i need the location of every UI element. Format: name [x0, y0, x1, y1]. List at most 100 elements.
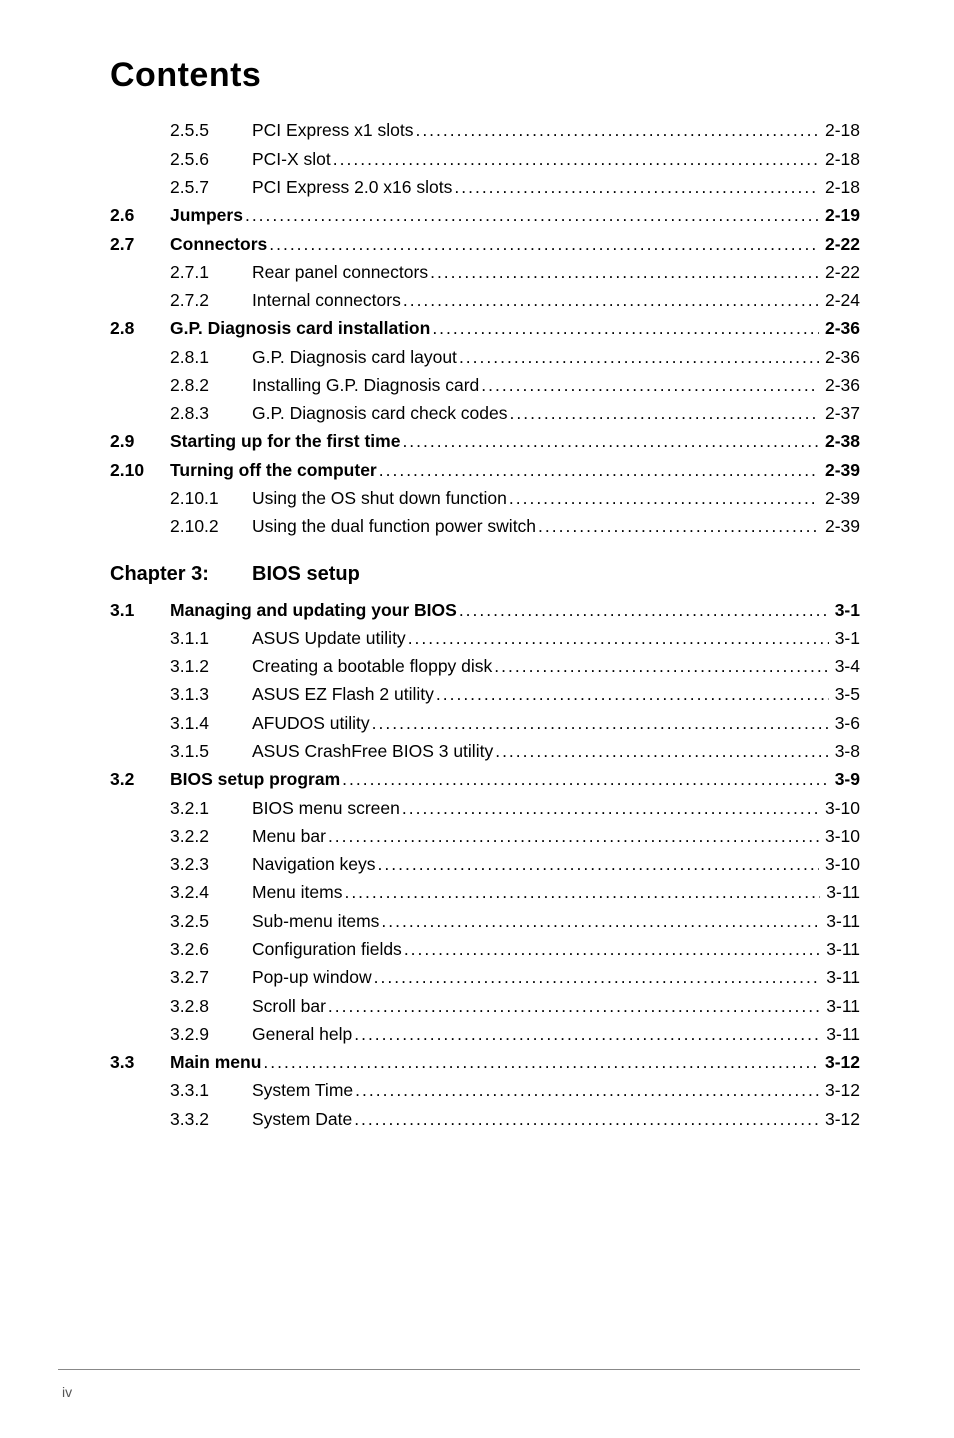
toc-row: 2.5.7PCI Express 2.0 x16 slots..........…	[110, 174, 860, 202]
toc-sub-number: 2.5.7	[170, 179, 252, 197]
toc-sub-number: 3.2.1	[170, 800, 252, 818]
toc-title-cell: PCI Express 2.0 x16 slots...............…	[252, 179, 821, 197]
toc-main-number: 2.10	[110, 462, 170, 480]
toc-row: 2.8.2Installing G.P. Diagnosis card.....…	[110, 372, 860, 400]
toc-row: 3.2.2Menu bar...........................…	[110, 822, 860, 850]
toc-title-cell: BIOS menu screen........................…	[252, 800, 821, 818]
dot-leader: ........................................…	[459, 349, 819, 367]
toc-title: BIOS setup program	[170, 771, 340, 789]
toc-sub-number: 3.2.2	[170, 828, 252, 846]
toc-title-cell: Main menu...............................…	[170, 1054, 821, 1072]
toc-title: Using the dual function power switch	[252, 518, 536, 536]
dot-leader: ........................................…	[381, 913, 820, 931]
toc-title-cell: ASUS Update utility.....................…	[252, 630, 831, 648]
toc-title: PCI-X slot	[252, 151, 331, 169]
toc-main-number: 3.2	[110, 771, 170, 789]
toc-row: 2.7.2Internal connectors................…	[110, 287, 860, 315]
dot-leader: ........................................…	[408, 630, 829, 648]
dot-leader: ........................................…	[538, 518, 819, 536]
toc-title: Jumpers	[170, 207, 243, 225]
toc-main-number: 2.7	[110, 236, 170, 254]
toc-row: 3.3.1System Time........................…	[110, 1077, 860, 1105]
toc-page-number: 3-10	[821, 856, 860, 874]
toc-page-number: 2-36	[821, 320, 860, 338]
toc-row: 3.1.3ASUS EZ Flash 2 utility............…	[110, 681, 860, 709]
dot-leader: ........................................…	[328, 998, 820, 1016]
toc-title-cell: Rear panel connectors...................…	[252, 264, 821, 282]
toc-row: 2.10Turning off the computer............…	[110, 456, 860, 484]
toc-title-cell: Managing and updating your BIOS.........…	[170, 602, 831, 620]
dot-leader: ........................................…	[354, 1026, 820, 1044]
dot-leader: ........................................…	[263, 1054, 819, 1072]
dot-leader: ........................................…	[509, 490, 819, 508]
page: Contents 2.5.5PCI Express x1 slots......…	[0, 0, 954, 1438]
toc-page-number: 2-24	[821, 292, 860, 310]
footer: iv	[0, 1369, 954, 1400]
toc-title: Installing G.P. Diagnosis card	[252, 377, 479, 395]
toc-title: Managing and updating your BIOS	[170, 602, 457, 620]
toc-page-number: 3-10	[821, 800, 860, 818]
toc-title: ASUS CrashFree BIOS 3 utility	[252, 743, 493, 761]
toc-title-cell: Navigation keys.........................…	[252, 856, 821, 874]
toc-title-cell: AFUDOS utility..........................…	[252, 715, 831, 733]
dot-leader: ........................................…	[379, 462, 819, 480]
toc-title: Main menu	[170, 1054, 261, 1072]
toc-title-cell: Sub-menu items..........................…	[252, 913, 822, 931]
toc-page-number: 3-11	[822, 969, 860, 987]
toc-page-number: 2-37	[821, 405, 860, 423]
contents-heading: Contents	[110, 56, 860, 95]
toc-title: ASUS EZ Flash 2 utility	[252, 686, 434, 704]
toc-title-cell: Internal connectors.....................…	[252, 292, 821, 310]
toc-sub-number: 2.8.1	[170, 349, 252, 367]
toc-page-number: 3-1	[831, 602, 860, 620]
toc-page-number: 3-8	[831, 743, 860, 761]
toc-page-number: 3-11	[822, 1026, 860, 1044]
toc-title: PCI Express 2.0 x16 slots	[252, 179, 452, 197]
toc-title-cell: G.P. Diagnosis card check codes.........…	[252, 405, 821, 423]
chapter-heading-row: Chapter 3: BIOS setup	[110, 541, 860, 596]
dot-leader: ........................................…	[404, 941, 820, 959]
dot-leader: ........................................…	[333, 151, 819, 169]
toc-title: ASUS Update utility	[252, 630, 406, 648]
toc-title: Menu items	[252, 884, 342, 902]
toc-sub-number: 2.7.1	[170, 264, 252, 282]
toc-row: 2.5.6PCI-X slot.........................…	[110, 145, 860, 173]
toc-sub-number: 2.8.3	[170, 405, 252, 423]
toc-title: Scroll bar	[252, 998, 326, 1016]
toc-row: 3.1.2Creating a bootable floppy disk....…	[110, 653, 860, 681]
toc-title-cell: Installing G.P. Diagnosis card..........…	[252, 377, 821, 395]
dot-leader: ........................................…	[510, 405, 819, 423]
toc-page-number: 2-18	[821, 151, 860, 169]
toc-row: 3.1.4AFUDOS utility.....................…	[110, 709, 860, 737]
dot-leader: ........................................…	[402, 800, 819, 818]
toc-page-number: 3-1	[831, 630, 860, 648]
dot-leader: ........................................…	[495, 743, 829, 761]
toc-sub-number: 3.1.4	[170, 715, 252, 733]
toc-page-number: 2-39	[821, 490, 860, 508]
toc-main-number: 2.6	[110, 207, 170, 225]
toc-title: Configuration fields	[252, 941, 402, 959]
toc-sub-number: 3.2.8	[170, 998, 252, 1016]
toc-block-2: 3.1Managing and updating your BIOS......…	[110, 596, 860, 1133]
toc-sub-number: 3.2.9	[170, 1026, 252, 1044]
toc-title-cell: General help............................…	[252, 1026, 822, 1044]
toc-page-number: 3-12	[821, 1082, 860, 1100]
toc-row: 3.1.1ASUS Update utility................…	[110, 625, 860, 653]
toc-sub-number: 2.7.2	[170, 292, 252, 310]
toc-row: 3.2.3Navigation keys....................…	[110, 851, 860, 879]
toc-title-cell: Menu bar................................…	[252, 828, 821, 846]
toc-main-number: 2.9	[110, 433, 170, 451]
toc-sub-number: 2.5.5	[170, 122, 252, 140]
toc-title: Creating a bootable floppy disk	[252, 658, 492, 676]
toc-title-cell: G.P. Diagnosis card installation........…	[170, 320, 821, 338]
toc-row: 3.2.1BIOS menu screen...................…	[110, 794, 860, 822]
toc-title-cell: Pop-up window...........................…	[252, 969, 822, 987]
toc-page-number: 3-4	[831, 658, 860, 676]
dot-leader: ........................................…	[430, 264, 819, 282]
toc-page-number: 3-10	[821, 828, 860, 846]
toc-page-number: 2-36	[821, 349, 860, 367]
toc-title-cell: Starting up for the first time..........…	[170, 433, 821, 451]
dot-leader: ........................................…	[403, 292, 819, 310]
toc-title-cell: BIOS setup program......................…	[170, 771, 831, 789]
toc-row: 3.3Main menu............................…	[110, 1049, 860, 1077]
